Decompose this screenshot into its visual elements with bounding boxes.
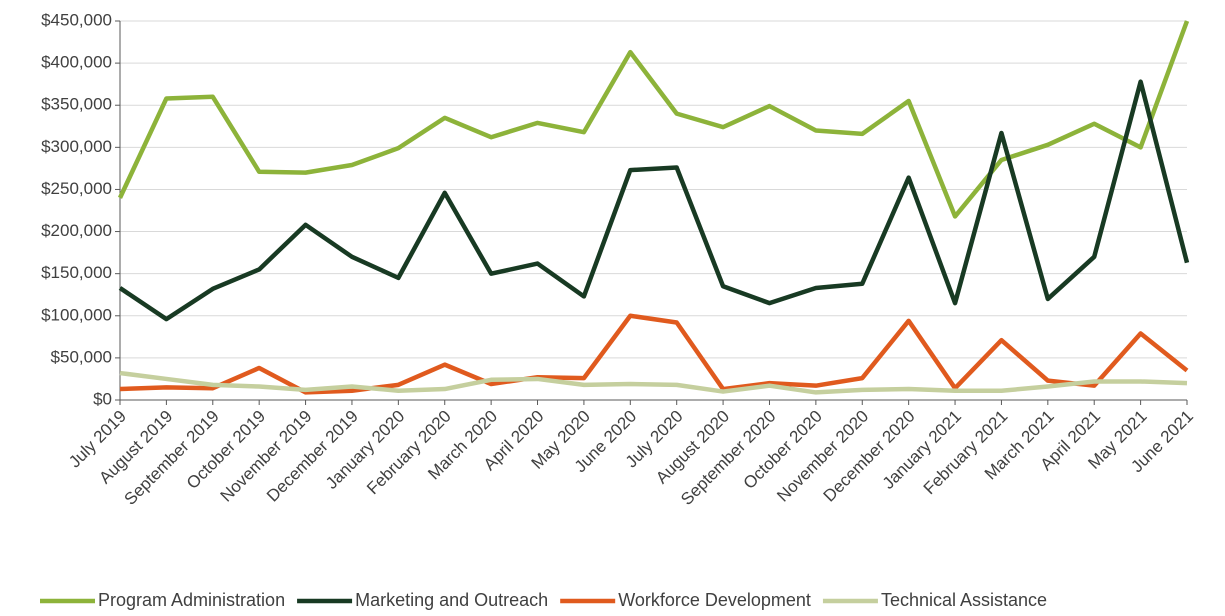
y-tick-label: $100,000 (41, 305, 112, 324)
y-tick-label: $450,000 (41, 10, 112, 29)
series-line (117, 20, 1190, 219)
y-tick-label: $50,000 (51, 347, 112, 366)
legend-label: Workforce Development (618, 590, 811, 610)
y-tick-label: $400,000 (41, 53, 112, 72)
y-tick-label: $300,000 (41, 137, 112, 156)
y-tick-label: $250,000 (41, 179, 112, 198)
series-line (119, 313, 1189, 395)
y-tick-label: $200,000 (41, 221, 112, 240)
legend-label: Technical Assistance (881, 590, 1047, 610)
legend-label: Program Administration (98, 590, 285, 610)
y-tick-label: $0 (93, 389, 112, 408)
y-tick-label: $150,000 (41, 263, 112, 282)
legend-label: Marketing and Outreach (355, 590, 548, 610)
y-tick-label: $350,000 (41, 95, 112, 114)
series-line (118, 79, 1190, 322)
series-line (119, 370, 1188, 395)
